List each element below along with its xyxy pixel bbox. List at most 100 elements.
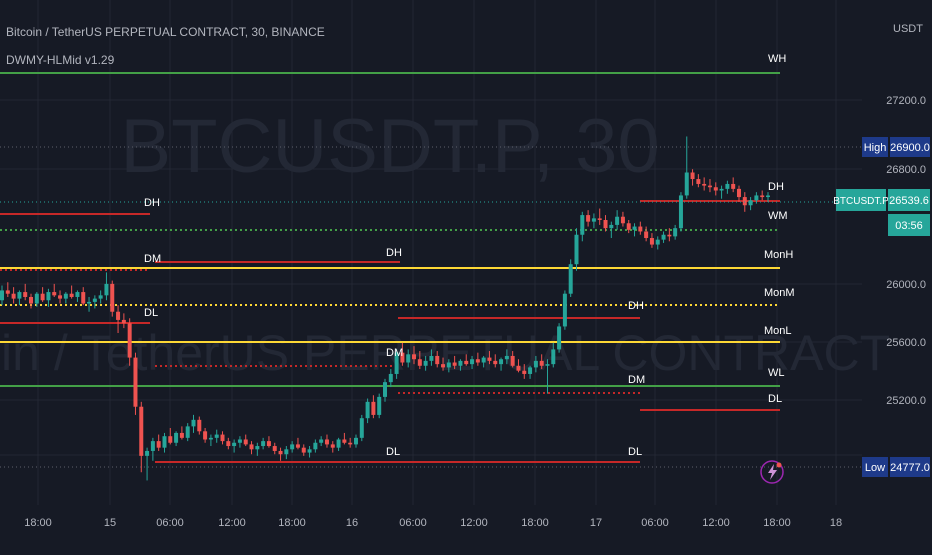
candle-body [150, 441, 155, 451]
candle-body [452, 362, 457, 366]
candle-body [464, 360, 469, 365]
time-tick-7: 06:00 [399, 517, 427, 529]
candle-body [615, 216, 620, 225]
label-dl-2: DL [386, 446, 400, 458]
grid [0, 0, 862, 505]
label-dh-2: DH [386, 247, 402, 259]
candle-body [11, 293, 16, 299]
candle-body [383, 382, 387, 397]
candle-body [371, 401, 376, 415]
high-badge: High 26900.0 [862, 137, 930, 157]
candle-body [214, 434, 219, 438]
candle-body [678, 195, 683, 229]
candle-body [481, 357, 486, 363]
label-dh-3: DH [628, 300, 644, 312]
candle-body [499, 359, 504, 365]
time-tick-14: 18 [830, 517, 842, 529]
candle-body [493, 360, 498, 365]
time-tick-13: 18:00 [763, 517, 791, 529]
time-tick-3: 06:00 [156, 517, 184, 529]
time-tick-12: 12:00 [702, 517, 730, 529]
candle-body [336, 439, 341, 448]
low-badge-label: Low [865, 462, 885, 474]
low-badge: Low 24777.0 [862, 457, 930, 477]
level-labels: WH DH DM DL DH DM DL DH DM DL DH WM MonH… [144, 53, 795, 458]
candle-body [261, 441, 266, 447]
candle-body [365, 401, 370, 419]
countdown-bg [888, 214, 930, 236]
label-dm-2: DM [386, 347, 403, 359]
candle-body [435, 355, 440, 365]
candle-body [121, 319, 126, 324]
indicator-name[interactable]: DWMY-HLMid v1.29 [6, 53, 115, 67]
candle-body [441, 364, 446, 368]
candle-body [81, 292, 86, 304]
candle-body [110, 283, 115, 312]
candle-body [766, 195, 770, 198]
candle-body [591, 218, 596, 222]
candle-body [632, 226, 637, 230]
price-axis[interactable]: USDT 27200.0 26800.0 26000.0 25600.0 252… [886, 23, 926, 407]
candle-body [510, 355, 515, 366]
candle-body [649, 238, 654, 245]
symbol-title[interactable]: Bitcoin / TetherUS PERPETUAL CONTRACT, 3… [6, 25, 325, 39]
candle-body [417, 359, 422, 366]
candle-body [719, 188, 724, 191]
high-badge-label-bg [862, 137, 888, 157]
candle-body [127, 323, 132, 358]
last-price-badge: BTCUSDT.P 26539.6 03:56 [833, 189, 930, 236]
lightning-icon[interactable] [760, 460, 784, 484]
candle-body [423, 360, 428, 366]
candle-body [75, 292, 80, 297]
last-badge-symbol: BTCUSDT.P [833, 196, 889, 207]
candle-body [388, 373, 393, 383]
candle-body [313, 442, 318, 450]
candle-body [597, 218, 602, 220]
candle-body [232, 442, 237, 447]
candle-body [162, 436, 167, 448]
candle-body [237, 439, 242, 443]
candle-body [63, 293, 68, 299]
candle-body [284, 449, 289, 455]
label-monm: MonM [764, 287, 795, 299]
time-tick-4: 12:00 [218, 517, 246, 529]
last-badge-value-bg [888, 189, 930, 211]
candle-body [684, 172, 689, 196]
countdown-value: 03:56 [895, 220, 923, 232]
time-tick-10: 17 [590, 517, 602, 529]
candle-body [330, 444, 335, 448]
candle-body [533, 360, 538, 368]
candle-body [545, 364, 550, 366]
candle-body [667, 234, 672, 237]
time-axis[interactable]: 18:00 15 06:00 12:00 18:00 16 06:00 12:0… [24, 517, 842, 529]
candle-body [603, 220, 608, 229]
candle-body [34, 293, 39, 304]
candle-body [586, 215, 591, 222]
candle-body [470, 359, 475, 365]
candle-body [23, 292, 28, 297]
candle-body [620, 216, 625, 224]
candle-body [203, 431, 208, 440]
candle-body [5, 290, 10, 294]
high-badge-value-bg [890, 137, 930, 157]
time-tick-6: 16 [346, 517, 358, 529]
candle-body [168, 436, 173, 443]
label-monl: MonL [764, 325, 792, 337]
low-badge-value: 24777.0 [890, 462, 930, 474]
candle-body [748, 200, 753, 206]
candle-body [522, 370, 527, 374]
label-monh: MonH [764, 249, 793, 261]
candle-body [29, 296, 34, 304]
candle-body [133, 357, 138, 407]
candle-body [551, 349, 556, 365]
label-wm: WM [768, 210, 788, 222]
candle-body [174, 432, 179, 443]
candle-body [272, 446, 277, 451]
price-tick-1: 27200.0 [886, 95, 926, 107]
candle-body [400, 352, 405, 363]
high-badge-value: 26900.0 [890, 142, 930, 154]
candle-body [696, 179, 701, 184]
candle-body [690, 172, 695, 180]
